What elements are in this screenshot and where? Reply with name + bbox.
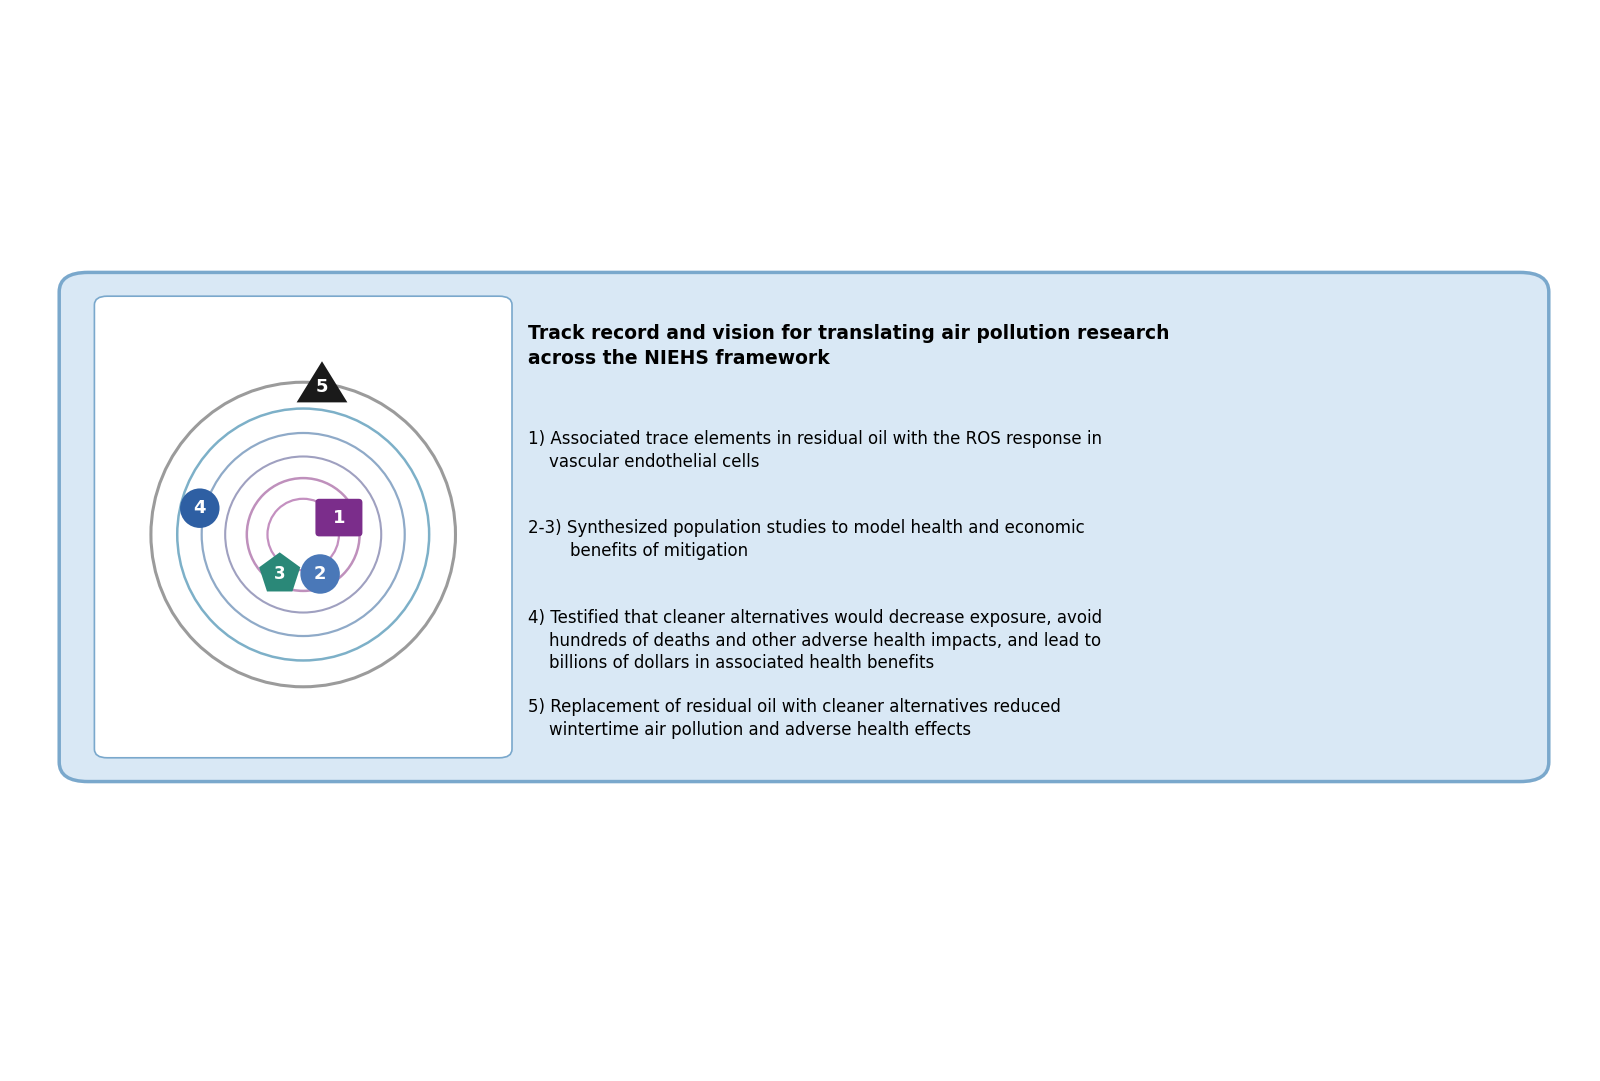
Text: 5) Replacement of residual oil with cleaner alternatives reduced
    wintertime : 5) Replacement of residual oil with clea… [528,698,1061,738]
Polygon shape [259,552,301,591]
FancyBboxPatch shape [94,296,512,758]
Circle shape [181,489,219,528]
Text: 2: 2 [314,565,326,583]
Text: 5: 5 [315,378,328,396]
Text: 4) Testified that cleaner alternatives would decrease exposure, avoid
    hundre: 4) Testified that cleaner alternatives w… [528,609,1102,672]
Text: 3: 3 [274,565,285,583]
Text: 2-3) Synthesized population studies to model health and economic
        benefit: 2-3) Synthesized population studies to m… [528,520,1085,560]
Polygon shape [296,361,347,402]
Text: 1: 1 [333,508,346,526]
Circle shape [301,555,339,593]
FancyBboxPatch shape [315,498,363,536]
Text: 1) Associated trace elements in residual oil with the ROS response in
    vascul: 1) Associated trace elements in residual… [528,430,1102,471]
Text: 4: 4 [194,499,206,517]
Text: Track record and vision for translating air pollution research
across the NIEHS : Track record and vision for translating … [528,324,1170,368]
FancyBboxPatch shape [59,272,1549,782]
